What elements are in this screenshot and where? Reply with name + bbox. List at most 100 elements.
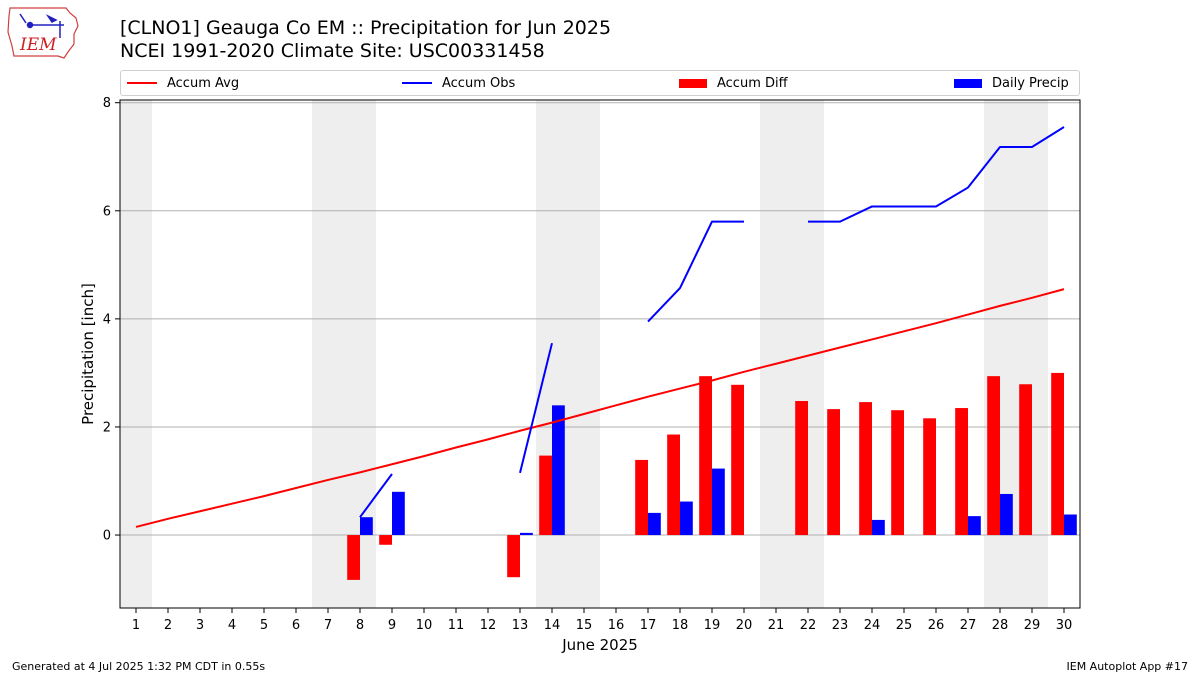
- x-tick-label-1: 1: [132, 618, 140, 633]
- legend-item-accum-obs: Accum Obs: [402, 74, 515, 92]
- accum-diff-bar-day-30: [1051, 372, 1064, 536]
- x-tick-label-13: 13: [512, 618, 529, 633]
- accum-obs-line-segment-3: [647, 220, 744, 323]
- legend-swatch-daily-precip: [954, 78, 982, 88]
- y-tick-label-6: 6: [103, 204, 111, 219]
- x-tick-label-22: 22: [800, 618, 817, 633]
- accum-diff-bar-day-18: [667, 434, 680, 536]
- legend-label-accum-obs: Accum Obs: [442, 75, 516, 91]
- accum-obs-line-segment-4: [808, 126, 1065, 223]
- weekend-shade-day-8: [344, 100, 376, 608]
- accum-diff-bar-day-25: [891, 410, 904, 536]
- x-tick-label-6: 6: [292, 618, 300, 633]
- y-tick-label-0: 0: [103, 529, 111, 544]
- accum-diff-bar-day-28: [987, 376, 1000, 536]
- x-tick-label-23: 23: [832, 618, 849, 633]
- daily-precip-bar-day-30: [1064, 514, 1077, 536]
- weekend-shade-day-28: [984, 100, 1016, 608]
- x-tick-label-29: 29: [1024, 618, 1041, 633]
- x-tick-label-24: 24: [864, 618, 881, 633]
- weekend-shade-day-22: [792, 100, 824, 608]
- x-tick-label-15: 15: [576, 618, 593, 633]
- weekend-shade-day-7: [312, 100, 344, 608]
- accum-diff-bar-day-24: [859, 402, 872, 536]
- generated-timestamp: Generated at 4 Jul 2025 1:32 PM CDT in 0…: [12, 660, 266, 673]
- x-tick-label-8: 8: [356, 618, 364, 633]
- x-tick-label-21: 21: [768, 618, 785, 633]
- legend-item-accum-diff: Accum Diff: [679, 74, 788, 92]
- x-tick-label-12: 12: [480, 618, 497, 633]
- weekend-shade-day-14: [536, 100, 568, 608]
- legend-swatch-accum-diff: [679, 78, 707, 88]
- x-tick-label-9: 9: [388, 618, 396, 633]
- accum-obs-line-segment-1: [359, 473, 393, 518]
- accum-diff-bar-day-27: [955, 408, 968, 536]
- x-tick-label-26: 26: [928, 618, 945, 633]
- y-tick-label-8: 8: [103, 96, 111, 111]
- legend-item-accum-avg: Accum Avg: [127, 74, 239, 92]
- daily-precip-bar-day-9: [392, 491, 405, 536]
- daily-precip-bar-day-8: [360, 517, 373, 536]
- accum-diff-bar-day-17: [635, 459, 648, 536]
- x-tick-label-14: 14: [544, 618, 561, 633]
- daily-precip-bar-day-27: [968, 516, 981, 536]
- y-axis-label: Precipitation [inch]: [79, 283, 97, 425]
- weekend-shade-day-15: [568, 100, 600, 608]
- iem-logo: IEM: [7, 7, 79, 59]
- x-tick-label-16: 16: [608, 618, 625, 633]
- legend-label-accum-avg: Accum Avg: [167, 75, 240, 91]
- chart-legend: Accum Avg Accum Obs Accum Diff Daily Pre…: [120, 70, 1080, 96]
- legend-item-daily-precip: Daily Precip: [954, 74, 1069, 92]
- x-axis-label: June 2025: [561, 636, 638, 654]
- accum-diff-bar-day-22: [795, 401, 808, 536]
- x-tick-label-28: 28: [992, 618, 1009, 633]
- iowa-state-outline: [7, 7, 79, 59]
- accum-diff-bar-day-13: [507, 535, 520, 578]
- legend-label-daily-precip: Daily Precip: [992, 75, 1069, 91]
- x-tick-label-19: 19: [704, 618, 721, 633]
- daily-precip-bar-day-17: [648, 512, 661, 536]
- daily-precip-bar-day-14: [552, 405, 565, 536]
- accum-diff-bar-day-23: [827, 409, 840, 536]
- weather-station-icon: [19, 13, 64, 38]
- x-tick-label-3: 3: [196, 618, 204, 633]
- y-tick-label-4: 4: [103, 312, 111, 327]
- x-tick-label-17: 17: [640, 618, 657, 633]
- x-tick-label-10: 10: [416, 618, 433, 633]
- weekend-shade-day-21: [760, 100, 792, 608]
- legend-swatch-accum-avg: [127, 82, 157, 84]
- y-tick-label-2: 2: [103, 420, 111, 435]
- accum-diff-bar-day-19: [699, 376, 712, 536]
- x-tick-label-18: 18: [672, 618, 689, 633]
- chart-title: [CLNO1] Geauga Co EM :: Precipitation fo…: [120, 17, 612, 39]
- accum-avg-line-segment-1: [135, 288, 1065, 528]
- x-tick-label-2: 2: [164, 618, 172, 633]
- x-tick-label-25: 25: [896, 618, 913, 633]
- x-tick-label-7: 7: [324, 618, 332, 633]
- accum-diff-bar-day-9: [379, 535, 392, 545]
- x-tick-label-30: 30: [1056, 618, 1073, 633]
- weekend-shade-day-1: [120, 100, 152, 608]
- x-tick-label-11: 11: [448, 618, 465, 633]
- accum-diff-bar-day-8: [347, 535, 360, 580]
- daily-precip-bar-day-18: [680, 501, 693, 536]
- accum-diff-bar-day-26: [923, 418, 936, 536]
- accum-obs-line-segment-2: [519, 342, 553, 474]
- daily-precip-bar-day-13: [520, 532, 533, 536]
- accum-diff-bar-day-14: [539, 455, 552, 536]
- x-tick-label-5: 5: [260, 618, 268, 633]
- legend-label-accum-diff: Accum Diff: [717, 75, 788, 91]
- daily-precip-bar-day-19: [712, 468, 725, 536]
- chart-subtitle: NCEI 1991-2020 Climate Site: USC00331458: [120, 40, 545, 62]
- accum-diff-bar-day-29: [1019, 384, 1032, 536]
- x-tick-label-4: 4: [228, 618, 236, 633]
- app-label: IEM Autoplot App #17: [1066, 660, 1189, 673]
- plot-frame: [119, 99, 1081, 609]
- x-tick-label-20: 20: [736, 618, 753, 633]
- logo-text: IEM: [19, 35, 57, 55]
- weekend-shade-day-29: [1016, 100, 1048, 608]
- legend-swatch-accum-obs: [402, 82, 432, 84]
- x-tick-label-27: 27: [960, 618, 977, 633]
- daily-precip-bar-day-28: [1000, 493, 1013, 536]
